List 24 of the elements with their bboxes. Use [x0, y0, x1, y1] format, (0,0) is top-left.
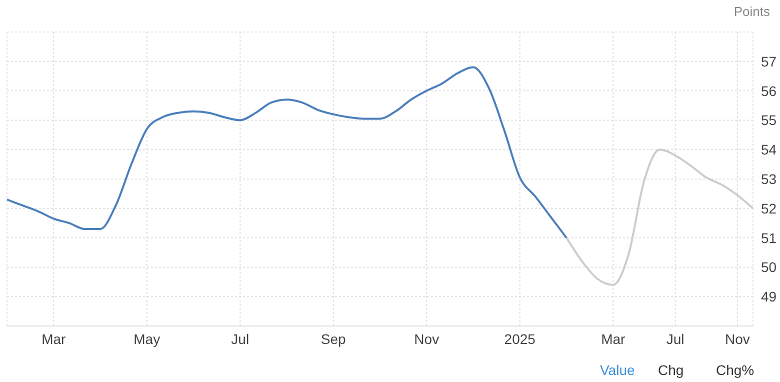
x-tick-label: 2025 — [504, 330, 536, 347]
x-tick-label: Mar — [601, 330, 626, 347]
line-series — [566, 148, 753, 286]
y-tick-label: 57 — [761, 53, 777, 70]
text: Value — [600, 362, 635, 378]
y-tick-label: 56 — [761, 82, 777, 99]
text: Chg — [658, 362, 684, 378]
x-tick-label: Nov — [414, 330, 440, 347]
x-tick-label: Mar — [42, 330, 66, 347]
y-tick-label: 51 — [761, 230, 777, 246]
y-tick-label: 52 — [761, 200, 777, 216]
line-series — [7, 66, 568, 239]
x-tick-label: Jul — [231, 330, 250, 347]
y-tick-label: 53 — [761, 170, 777, 187]
y-tick-label: 50 — [761, 259, 777, 276]
y-tick-label: 55 — [761, 112, 777, 128]
y-axis-title: Points — [734, 4, 770, 19]
x-tick-label: Jul — [666, 330, 684, 347]
x-tick-label: Sep — [320, 330, 346, 347]
text: Chg% — [716, 362, 754, 378]
y-tick-label: 54 — [761, 142, 777, 158]
y-tick-label: 49 — [761, 288, 777, 305]
x-tick-label: May — [134, 330, 160, 347]
x-tick-label: Nov — [725, 330, 750, 347]
